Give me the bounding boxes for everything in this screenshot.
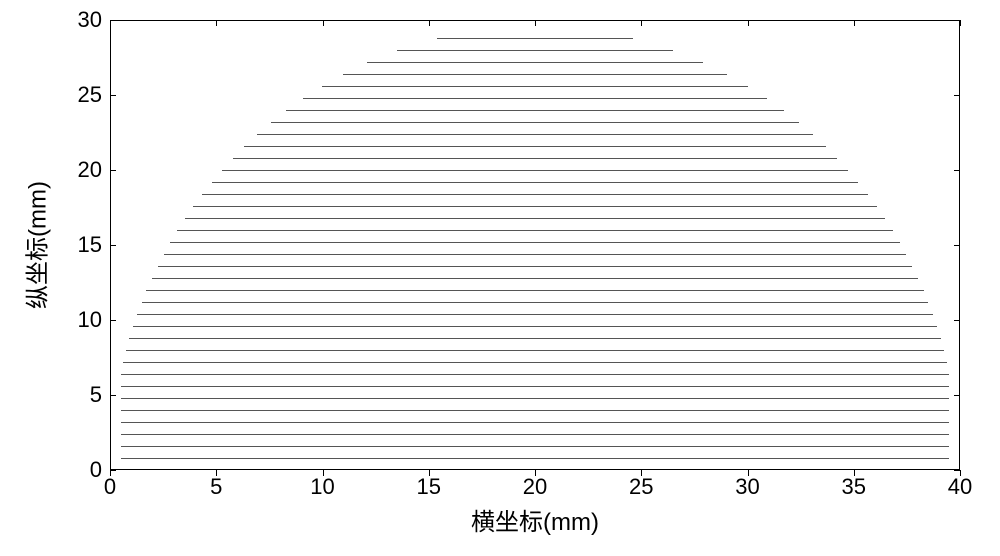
data-line bbox=[202, 194, 868, 195]
data-line bbox=[303, 98, 767, 99]
chart-container: 横坐标(mm) 纵坐标(mm) 0 5 10 15 20 25 30 35 40 0 5 10 15 20… bbox=[0, 0, 1000, 556]
y-tick bbox=[110, 170, 116, 171]
x-tick-label: 20 bbox=[523, 474, 547, 500]
data-line bbox=[164, 254, 907, 255]
data-line bbox=[257, 134, 813, 135]
data-line bbox=[271, 122, 799, 123]
x-tick-label: 0 bbox=[104, 474, 116, 500]
data-line bbox=[212, 182, 859, 183]
data-line bbox=[121, 398, 950, 399]
data-line bbox=[121, 422, 950, 423]
x-tick-label: 40 bbox=[948, 474, 972, 500]
plot-area bbox=[110, 20, 960, 470]
x-axis-label: 横坐标(mm) bbox=[471, 502, 599, 537]
data-line bbox=[133, 326, 937, 327]
x-tick-label: 30 bbox=[735, 474, 759, 500]
y-tick-right bbox=[954, 395, 960, 396]
data-line bbox=[121, 386, 950, 387]
x-tick-top bbox=[323, 20, 324, 26]
y-tick-label: 20 bbox=[78, 157, 102, 183]
y-tick-label: 25 bbox=[78, 82, 102, 108]
y-tick bbox=[110, 20, 116, 21]
data-line bbox=[158, 266, 913, 267]
y-tick-label: 0 bbox=[90, 457, 102, 483]
data-line bbox=[129, 338, 941, 339]
x-tick-label: 15 bbox=[417, 474, 441, 500]
data-line bbox=[343, 74, 727, 75]
data-line bbox=[244, 146, 825, 147]
y-tick-right bbox=[954, 20, 960, 21]
data-line bbox=[152, 278, 918, 279]
y-tick-label: 5 bbox=[90, 382, 102, 408]
data-line bbox=[397, 50, 673, 51]
data-line bbox=[121, 374, 950, 375]
y-tick-label: 10 bbox=[78, 307, 102, 333]
data-line bbox=[322, 86, 749, 87]
y-tick-right bbox=[954, 95, 960, 96]
data-line bbox=[185, 218, 885, 219]
x-tick-top bbox=[429, 20, 430, 26]
x-tick-top bbox=[216, 20, 217, 26]
y-tick bbox=[110, 320, 116, 321]
data-line bbox=[177, 230, 892, 231]
x-tick-label: 5 bbox=[210, 474, 222, 500]
data-line bbox=[121, 446, 950, 447]
y-tick-label: 15 bbox=[78, 232, 102, 258]
x-tick-top bbox=[960, 20, 961, 26]
data-line bbox=[126, 350, 944, 351]
y-tick bbox=[110, 470, 116, 471]
y-tick bbox=[110, 95, 116, 96]
data-line bbox=[123, 362, 947, 363]
x-tick-label: 10 bbox=[310, 474, 334, 500]
y-tick-label: 30 bbox=[78, 7, 102, 33]
data-line bbox=[121, 410, 950, 411]
y-tick-right bbox=[954, 470, 960, 471]
x-tick-label: 35 bbox=[842, 474, 866, 500]
data-line bbox=[146, 290, 923, 291]
x-tick-label: 25 bbox=[629, 474, 653, 500]
y-tick bbox=[110, 245, 116, 246]
y-tick-right bbox=[954, 170, 960, 171]
data-line bbox=[193, 206, 876, 207]
data-line bbox=[233, 158, 838, 159]
y-tick-right bbox=[954, 245, 960, 246]
y-tick-right bbox=[954, 320, 960, 321]
x-tick-top bbox=[641, 20, 642, 26]
data-line bbox=[170, 242, 899, 243]
x-tick-top bbox=[854, 20, 855, 26]
x-tick-top bbox=[535, 20, 536, 26]
data-line bbox=[121, 434, 950, 435]
data-line bbox=[286, 110, 784, 111]
data-line bbox=[437, 38, 633, 39]
data-line bbox=[121, 458, 950, 459]
data-line bbox=[367, 62, 702, 63]
data-line bbox=[142, 302, 929, 303]
y-axis-label: 纵坐标(mm) bbox=[18, 181, 53, 309]
y-tick bbox=[110, 395, 116, 396]
x-tick-top bbox=[748, 20, 749, 26]
data-line bbox=[222, 170, 849, 171]
data-line bbox=[137, 314, 933, 315]
